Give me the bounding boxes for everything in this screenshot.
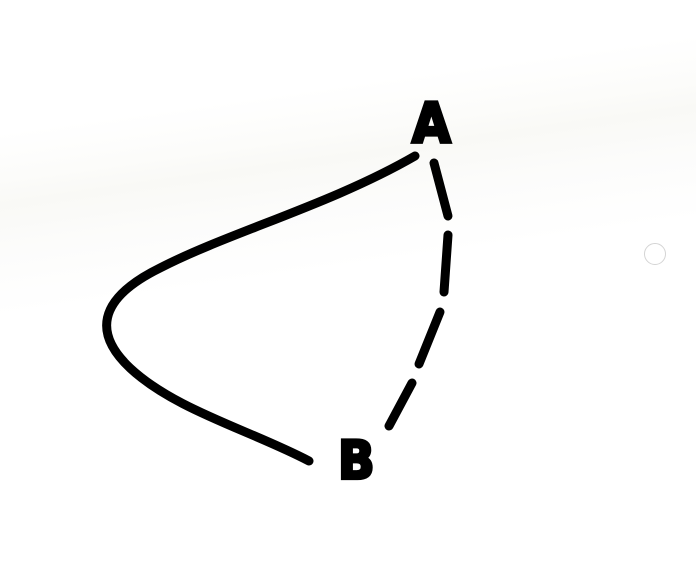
node-a-label: A xyxy=(411,92,453,156)
radio-button[interactable] xyxy=(644,243,666,265)
edge-dashed-seg-2 xyxy=(439,230,453,297)
edge-dashed-seg-3 xyxy=(414,307,445,369)
edge-solid-a-b xyxy=(102,151,420,466)
edge-dashed-seg-4 xyxy=(384,378,417,431)
edge-dashed-seg-1 xyxy=(429,158,453,221)
node-b-label: B xyxy=(337,430,377,492)
